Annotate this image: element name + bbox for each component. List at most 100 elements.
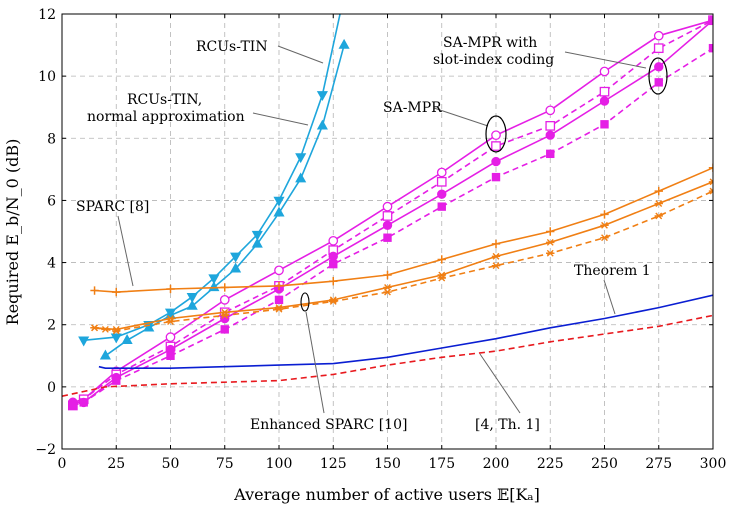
annotation-rcus-tin-normal-2: normal approximation: [87, 109, 245, 125]
annotation-leaders: [117, 45, 668, 414]
data-point: [383, 288, 392, 296]
data-point: [600, 221, 609, 229]
data-point: [186, 299, 198, 310]
data-point: [437, 255, 446, 264]
data-point: [166, 284, 175, 294]
data-point: [220, 325, 229, 334]
series-line: [94, 181, 713, 331]
data-point: [491, 156, 501, 167]
leader-sa-mpr-slot: [564, 51, 647, 69]
data-point: [230, 262, 242, 273]
leader-rcus-tin: [277, 45, 324, 64]
annotation-ref4-th1: [4, Th. 1]: [475, 417, 540, 433]
data-point: [295, 153, 307, 164]
data-point: [329, 277, 338, 286]
annotation-sa-mpr-slot-2: slot-index coding: [433, 52, 554, 68]
annotation-rcus-tin: RCUs-TIN: [196, 39, 268, 55]
y-tick-label: 12: [38, 7, 56, 23]
data-point: [383, 233, 392, 242]
data-point: [90, 286, 99, 295]
data-point: [186, 293, 198, 303]
data-point: [78, 336, 90, 347]
data-point: [545, 130, 555, 140]
annotation-enhanced-sparc: Enhanced SPARC [10]: [250, 417, 407, 433]
series-line: [72, 19, 713, 407]
data-point: [220, 283, 229, 292]
data-point: [382, 211, 393, 221]
data-point: [491, 172, 501, 182]
series-line: [72, 19, 713, 404]
data-point: [600, 210, 609, 219]
data-point: [546, 238, 555, 246]
series-line: [72, 19, 713, 404]
x-tick-label: 100: [266, 456, 293, 472]
series-line: [98, 294, 713, 370]
data-point: [295, 172, 307, 183]
data-point: [654, 78, 663, 87]
data-point: [491, 239, 501, 249]
leader-theorem-1: [603, 279, 616, 315]
grid: [62, 14, 713, 449]
leader-sparc: [117, 215, 134, 287]
data-point: [437, 202, 446, 211]
data-point: [382, 201, 393, 212]
ticks: 0 25 50 75 100 125 150 175 200 225 250 275 300−20246…: [35, 7, 726, 472]
plot-frame: [61, 13, 714, 450]
data-point: [600, 234, 609, 242]
x-axis-label: Average number of active users 𝔼[Kₐ]: [233, 485, 540, 504]
data-point: [79, 398, 88, 407]
series: [62, 0, 713, 411]
data-point: [653, 30, 664, 41]
annotation-theorem-1: Theorem 1: [574, 263, 651, 279]
data-point: [329, 259, 338, 269]
data-point: [653, 43, 664, 54]
data-point: [600, 120, 609, 129]
data-point: [110, 333, 122, 344]
data-point: [708, 163, 713, 173]
series-line: [72, 47, 713, 407]
data-point: [546, 227, 555, 236]
ellipse-sa-mpr-slot: [648, 57, 668, 95]
data-point: [436, 176, 447, 187]
data-point: [491, 130, 501, 141]
y-axis-label: Required E_b/N_0 (dB): [3, 139, 22, 326]
x-tick-label: 175: [428, 456, 455, 472]
annotation-sa-mpr-slot-1: SA-MPR with: [443, 35, 537, 51]
data-point: [164, 308, 177, 319]
leader-ref4: [479, 353, 521, 414]
data-point: [208, 274, 220, 285]
data-point: [437, 274, 446, 282]
series-6: [90, 163, 713, 297]
leader-sa-mpr: [433, 107, 489, 127]
data-point: [545, 121, 556, 131]
data-point: [546, 149, 555, 159]
data-point: [491, 262, 501, 270]
data-point: [329, 297, 338, 305]
x-tick-label: 0: [58, 456, 67, 472]
leader-rcus-tin-normal: [252, 112, 309, 126]
x-tick-label: 50: [162, 456, 180, 472]
x-tick-label: 25: [107, 456, 125, 472]
data-point: [90, 324, 99, 332]
data-point: [230, 252, 242, 263]
data-point: [654, 62, 664, 72]
y-tick-label: 10: [38, 69, 56, 85]
data-point: [121, 334, 133, 344]
data-point: [654, 212, 663, 220]
data-point: [339, 0, 348, 1]
data-point: [383, 270, 392, 280]
data-point: [599, 66, 610, 77]
series-line: [62, 314, 713, 397]
ellipse-enhanced-sparc: [300, 292, 310, 312]
data-point: [436, 167, 447, 178]
data-point: [112, 376, 121, 385]
y-tick-label: 6: [47, 193, 56, 209]
x-tick-label: 225: [537, 456, 564, 472]
data-point: [545, 105, 556, 116]
series-8: [90, 187, 713, 335]
annotation-sa-mpr: SA-MPR: [383, 100, 442, 116]
data-point: [328, 251, 338, 262]
data-point: [328, 235, 339, 246]
data-point: [274, 305, 284, 313]
